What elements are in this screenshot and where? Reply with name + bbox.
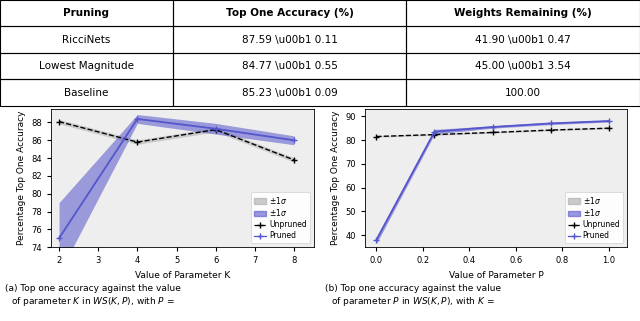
Text: Baseline: Baseline [64, 88, 109, 98]
Text: 41.90 \u00b1 0.47: 41.90 \u00b1 0.47 [476, 35, 571, 45]
Bar [0, 53, 173, 79]
Bar [406, 53, 640, 79]
Bar [406, 79, 640, 106]
Text: Lowest Magnitude: Lowest Magnitude [39, 61, 134, 71]
Text: Weights Remaining (%): Weights Remaining (%) [454, 8, 592, 18]
Text: 87.59 \u00b1 0.11: 87.59 \u00b1 0.11 [242, 35, 337, 45]
Bar [173, 79, 406, 106]
Legend: $\pm 1\sigma$, $\pm 1\sigma$, Unpruned, Pruned: $\pm 1\sigma$, $\pm 1\sigma$, Unpruned, … [252, 192, 310, 243]
X-axis label: Value of Parameter K: Value of Parameter K [135, 271, 230, 280]
Legend: $\pm 1\sigma$, $\pm 1\sigma$, Unpruned, Pruned: $\pm 1\sigma$, $\pm 1\sigma$, Unpruned, … [565, 192, 623, 243]
Y-axis label: Percentage Top One Accuracy: Percentage Top One Accuracy [17, 111, 26, 246]
Bar [0, 0, 173, 26]
Bar [0, 26, 173, 53]
Text: Top One Accuracy (%): Top One Accuracy (%) [226, 8, 353, 18]
Text: 100.00: 100.00 [505, 88, 541, 98]
Bar [173, 53, 406, 79]
Text: Pruning: Pruning [63, 8, 109, 18]
Text: 85.23 \u00b1 0.09: 85.23 \u00b1 0.09 [242, 88, 337, 98]
Text: (b) Top one accuracy against the value
of parameter $P$ in $WS(K, P)$, with $K$ : (b) Top one accuracy against the value o… [324, 284, 501, 308]
Y-axis label: Percentage Top One Accuracy: Percentage Top One Accuracy [331, 111, 340, 246]
Bar [173, 26, 406, 53]
Bar [173, 0, 406, 26]
X-axis label: Value of Parameter P: Value of Parameter P [449, 271, 543, 280]
Bar [406, 0, 640, 26]
Text: 45.00 \u00b1 3.54: 45.00 \u00b1 3.54 [476, 61, 571, 71]
Text: (a) Top one accuracy against the value
of parameter $K$ in $WS(K, P)$, with $P$ : (a) Top one accuracy against the value o… [5, 284, 180, 308]
Bar [0, 79, 173, 106]
Text: 84.77 \u00b1 0.55: 84.77 \u00b1 0.55 [242, 61, 337, 71]
Bar [406, 26, 640, 53]
Text: RicciNets: RicciNets [62, 35, 111, 45]
